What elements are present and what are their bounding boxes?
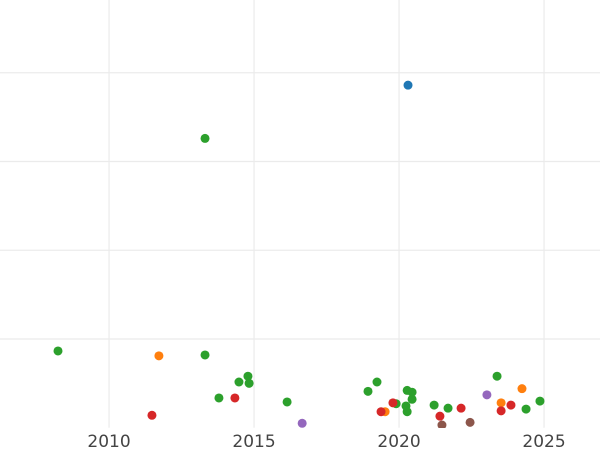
data-point: [200, 350, 210, 360]
data-point: [506, 400, 516, 410]
data-point: [53, 346, 63, 356]
gridlines: [0, 0, 600, 428]
data-point: [435, 411, 445, 421]
data-point: [517, 384, 527, 394]
data-points: [53, 80, 545, 428]
data-point: [429, 400, 439, 410]
x-tick-label: 2020: [377, 432, 420, 450]
data-point: [403, 80, 413, 90]
data-point: [496, 398, 506, 408]
data-point: [437, 420, 447, 428]
x-tick-label: 2025: [522, 432, 565, 450]
data-point: [214, 393, 224, 403]
data-point: [372, 377, 382, 387]
x-axis-ticks: 2010 2015 2020 2025: [87, 432, 565, 450]
data-point: [282, 397, 292, 407]
data-point: [230, 393, 240, 403]
data-point: [482, 390, 492, 400]
data-point: [147, 410, 157, 420]
data-point: [535, 396, 545, 406]
x-tick-label: 2010: [87, 432, 130, 450]
data-point: [234, 377, 244, 387]
data-point: [407, 394, 417, 404]
data-point: [363, 386, 373, 396]
data-point: [407, 387, 417, 397]
x-tick-label: 2015: [232, 432, 275, 450]
data-point: [492, 371, 502, 381]
data-point: [244, 378, 254, 388]
data-point: [402, 407, 412, 417]
data-point: [443, 403, 453, 413]
data-point: [376, 407, 386, 417]
data-point: [456, 403, 466, 413]
data-point: [465, 417, 475, 427]
data-point: [521, 404, 531, 414]
data-point: [496, 406, 506, 416]
data-point: [154, 351, 164, 361]
data-point: [243, 371, 253, 381]
data-point: [200, 133, 210, 143]
data-point: [388, 398, 398, 408]
data-point: [297, 418, 307, 428]
